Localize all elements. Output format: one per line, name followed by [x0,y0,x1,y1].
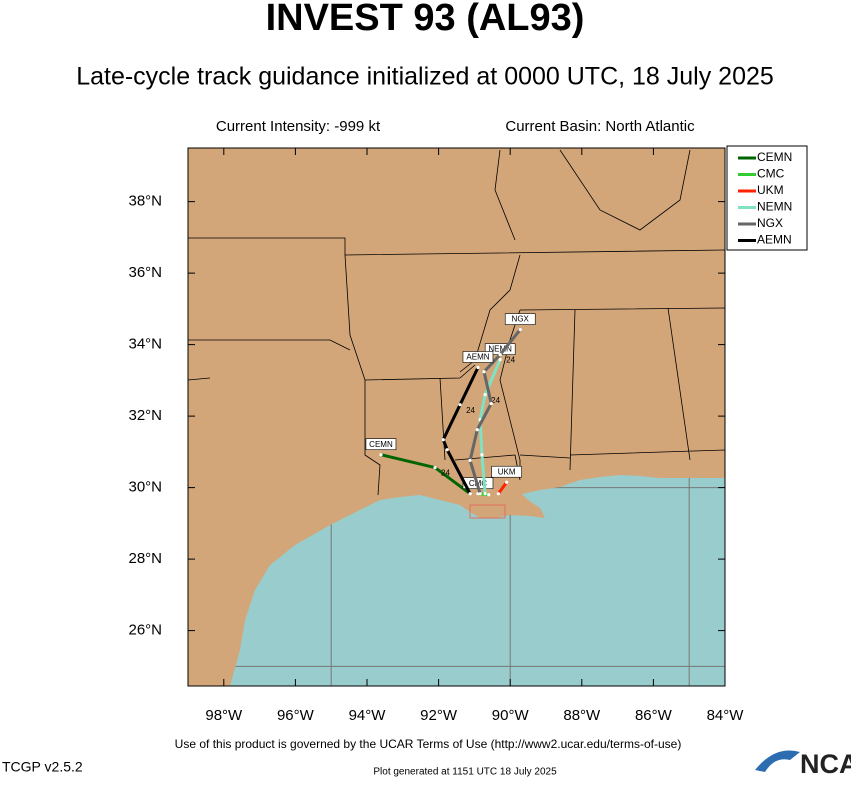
x-tick-label: 84°W [707,707,745,724]
track-point [505,480,509,484]
x-tick-label: 90°W [492,707,530,724]
track-point [379,453,383,457]
frame [187,147,726,687]
legend-label: NEMN [757,200,792,214]
borders [188,149,725,496]
y-tick-label: 26°N [128,622,162,639]
track-point [480,453,484,457]
track-point [489,401,493,406]
track-line [497,481,508,495]
legend [726,145,808,251]
logo-mark [755,750,800,772]
track-label: NGX [512,315,530,324]
x-tick-label: 92°W [420,707,458,724]
track-point [483,393,487,397]
track-point [498,353,502,357]
legend-label: AEMN [757,233,792,247]
axes: 98°W 96°W 94°W 92°W 90°W 88°W 86°W 84°W 26°N 28°N… [128,148,744,724]
track-point [441,438,445,442]
track-point [468,458,472,463]
track-point [482,370,486,374]
hour-label: 24 [491,396,500,405]
track-point [476,365,480,370]
track-point [433,465,437,470]
title: INVEST 93 (AL93) [266,0,585,39]
x-tick-label: 88°W [563,707,601,724]
track-label: UKM [498,467,516,476]
generated: Plot generated at 1151 UTC 18 July 2025 [373,767,557,778]
subtitle: Late-cycle track guidance initialized at… [76,63,774,91]
track-label-box [462,351,494,363]
track-label-box [365,438,397,451]
version: TCGP v2.5.2 [2,759,83,775]
y-tick-label: 34°N [128,336,162,353]
intensity: Current Intensity: -999 kt [216,118,381,135]
track-point [445,448,449,452]
x-tick-label: 86°W [635,707,673,724]
legend-label: CEMN [757,150,792,164]
basin: Current Basin: North Atlantic [505,118,695,135]
terms: Use of this product is governed by the U… [175,737,682,751]
legend-label: NGX [757,216,783,230]
track-point [487,493,491,497]
hour-label: 24 [506,356,515,365]
track-label-box [491,465,522,478]
track-point [475,428,479,432]
area-box [469,504,506,519]
logo: NCAR [800,749,851,779]
x-tick-label: 96°W [277,707,315,724]
y-tick-label: 30°N [128,479,162,496]
track-point [468,492,472,496]
track-point [483,492,487,496]
track-point [496,492,500,496]
legend-label: CMC [757,167,785,181]
track-label: AEMN [466,353,489,362]
track-point [518,327,522,332]
track-label: NEMN [488,345,512,354]
hour-label: 24 [466,406,475,415]
y-tick-label: 28°N [128,550,162,567]
y-tick-label: 38°N [128,193,162,210]
track-point [458,403,462,407]
x-tick-label: 98°W [205,707,243,724]
track-point [478,492,482,496]
track-point [498,358,502,362]
x-tick-label: 94°W [349,707,387,724]
track-label-box [504,313,536,325]
hour-label: 24 [441,469,450,478]
y-tick-label: 32°N [128,407,162,424]
y-tick-label: 36°N [128,264,162,281]
legend-items: CEMN CMC UKM NEMN NGX AEMN [738,150,792,247]
legend-label: UKM [757,183,784,197]
track-label: CEMN [369,440,393,449]
